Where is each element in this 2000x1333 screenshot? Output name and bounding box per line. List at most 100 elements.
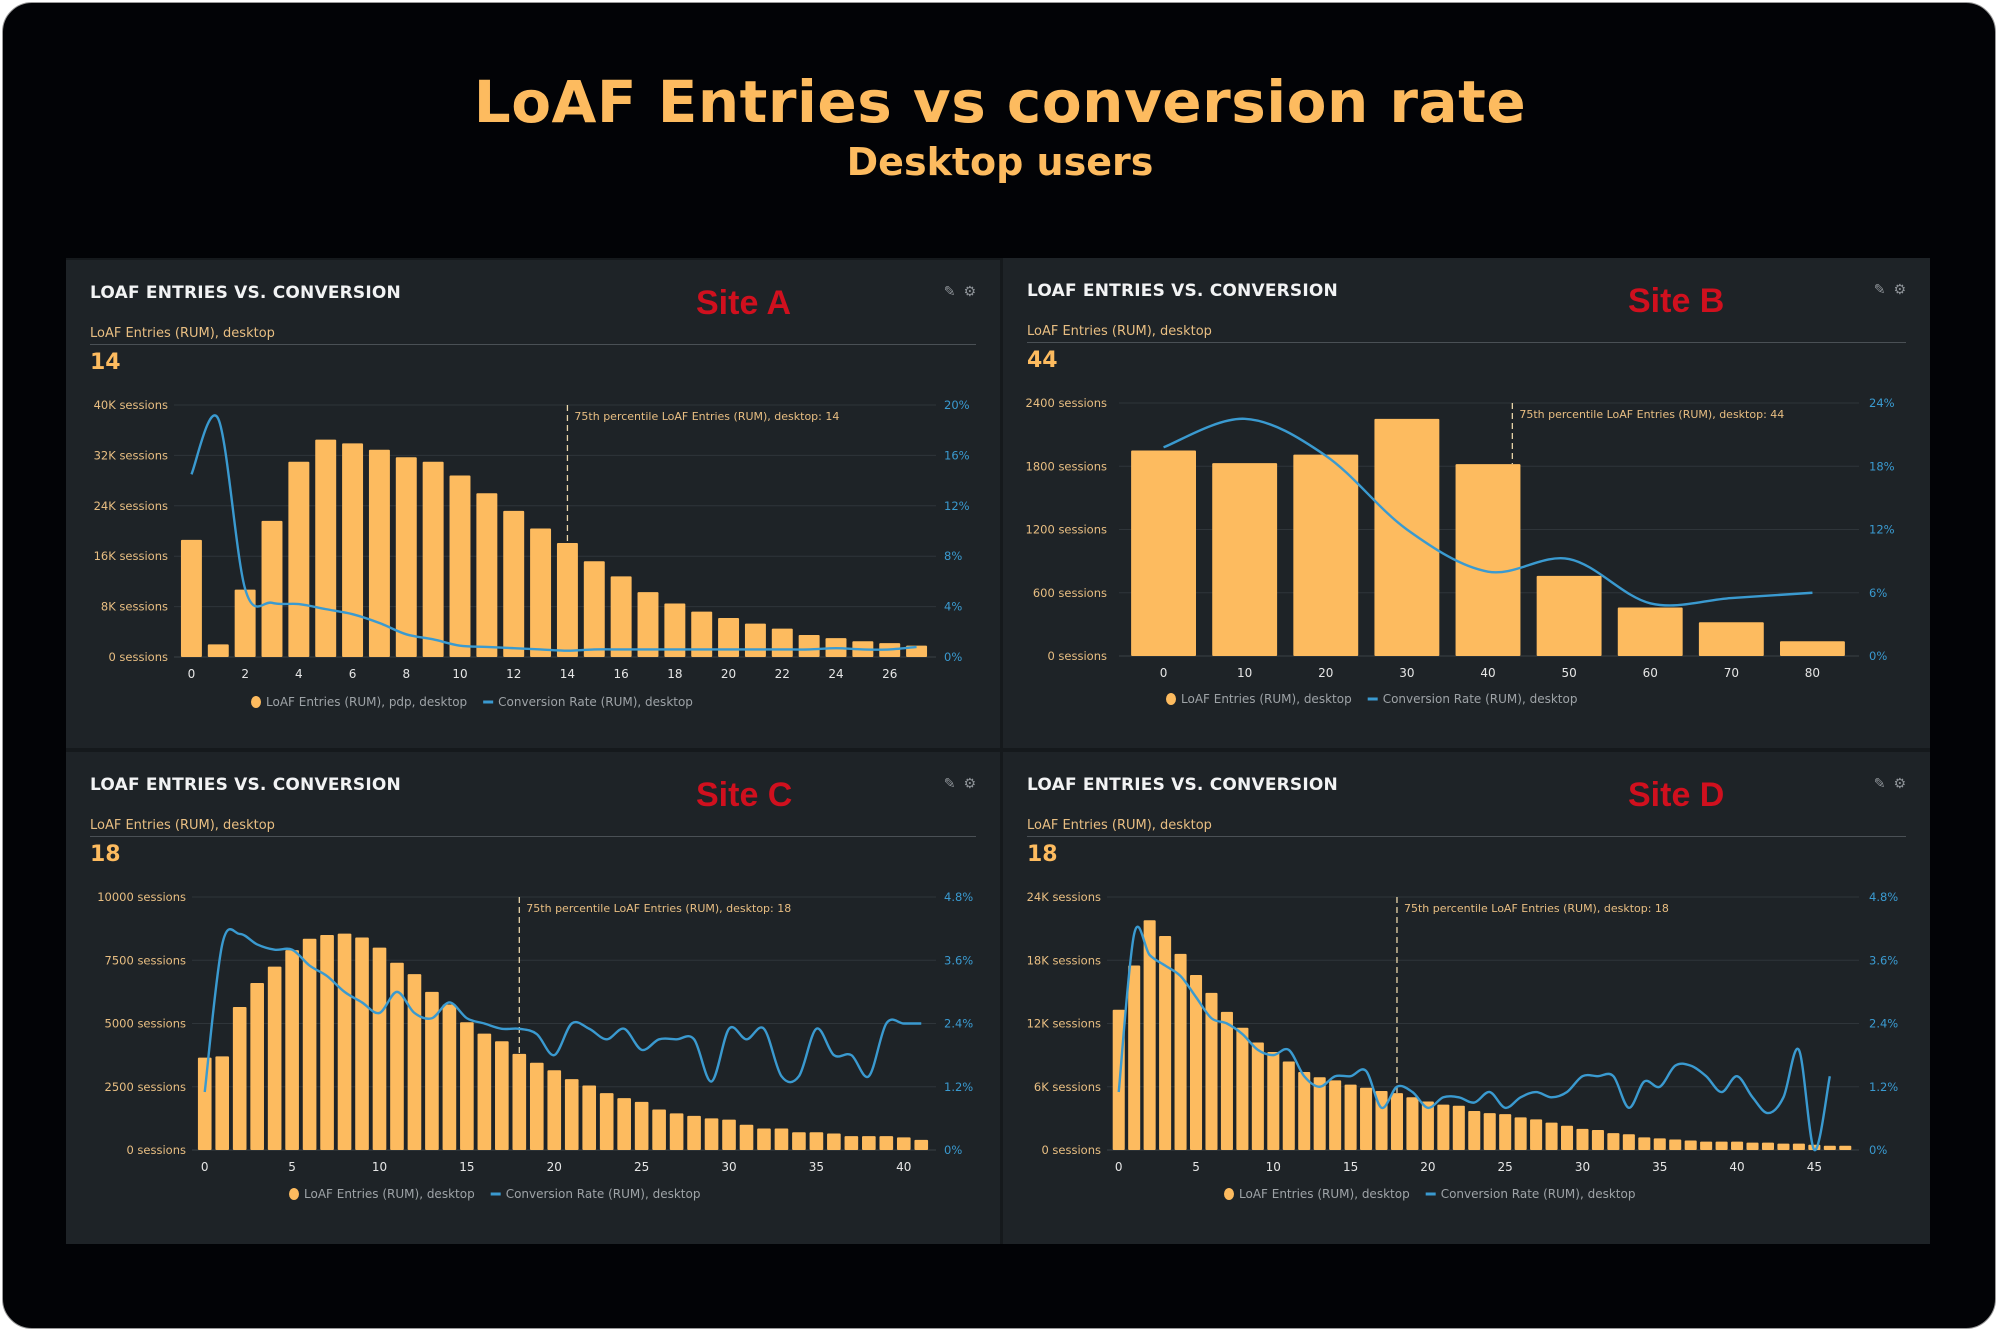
main-title: LoAF Entries vs conversion rate (473, 68, 1527, 136)
bar (261, 520, 283, 657)
bar (442, 1004, 457, 1150)
bar (250, 983, 264, 1150)
y-tick-label: 5000 sessions (105, 1017, 186, 1031)
y-tick-label: 0 sessions (1047, 649, 1107, 663)
bar (879, 1136, 894, 1150)
x-tick-label: 24 (828, 667, 843, 681)
bar (1189, 975, 1203, 1150)
pencil-icon[interactable]: ✎ (943, 284, 956, 300)
y2-tick-label: 8% (944, 549, 962, 563)
bar (232, 1007, 247, 1150)
x-tick-label: 0 (1115, 1160, 1123, 1174)
legend-bar-swatch (1224, 1188, 1234, 1200)
bar (1143, 920, 1156, 1150)
legend-line-label[interactable]: Conversion Rate (RUM), desktop (1441, 1187, 1636, 1201)
legend-line-label[interactable]: Conversion Rate (RUM), desktop (1383, 692, 1578, 706)
bar (739, 1124, 754, 1150)
legend-bar-swatch (1166, 693, 1176, 705)
conversion-rate-line (190, 414, 917, 652)
bar (1344, 1084, 1357, 1150)
legend-bar-swatch (289, 1188, 299, 1200)
bar (687, 1115, 701, 1150)
x-tick-label: 25 (634, 1160, 649, 1174)
conversion-rate-line (1163, 417, 1813, 607)
site-label: Site B (1628, 282, 1725, 320)
bar (1329, 1080, 1342, 1150)
bar (1698, 622, 1764, 656)
bar (704, 1118, 719, 1150)
bar (368, 449, 390, 657)
y2-tick-label: 0% (944, 650, 962, 664)
pencil-icon[interactable]: ✎ (1873, 776, 1886, 792)
metric-value: 18 (1027, 842, 1058, 867)
bar (1700, 1141, 1713, 1150)
bar (355, 937, 369, 1150)
x-tick-label: 5 (288, 1160, 296, 1174)
x-tick-label: 8 (402, 667, 410, 681)
bar (1607, 1133, 1620, 1150)
bar (1530, 1119, 1543, 1150)
bar (1823, 1145, 1836, 1150)
gear-icon[interactable]: ⚙ (963, 776, 976, 792)
legend-bar-label[interactable]: LoAF Entries (RUM), desktop (304, 1187, 475, 1201)
bar (771, 628, 793, 657)
bar (583, 561, 605, 657)
y2-tick-label: 24% (1869, 396, 1895, 410)
panel-site-a: LOAF ENTRIES VS. CONVERSION Site A LoAF En… (66, 260, 1000, 748)
bar (315, 439, 337, 657)
legend-bar-label[interactable]: LoAF Entries (RUM), pdp, desktop (266, 695, 467, 709)
bar (425, 991, 439, 1150)
bar (844, 1136, 859, 1150)
bar (599, 1093, 614, 1150)
y2-tick-label: 2.4% (944, 1017, 973, 1031)
bar (342, 443, 364, 657)
pencil-icon[interactable]: ✎ (943, 776, 956, 792)
bar (1780, 641, 1845, 656)
gear-icon[interactable]: ⚙ (963, 284, 976, 300)
gear-icon[interactable]: ⚙ (1893, 282, 1906, 298)
x-tick-label: 40 (1729, 1160, 1744, 1174)
bar (722, 1119, 736, 1150)
x-tick-label: 18 (667, 667, 682, 681)
bar (476, 493, 498, 657)
percentile-label: 75th percentile LoAF Entries (RUM), desk… (1519, 408, 1784, 421)
legend-line-label[interactable]: Conversion Rate (RUM), desktop (498, 695, 693, 709)
bar (1514, 1117, 1527, 1150)
x-tick-label: 0 (201, 1160, 209, 1174)
bar (798, 634, 820, 657)
bar (302, 938, 317, 1150)
bar (1499, 1114, 1512, 1150)
legend: LoAF Entries (RUM), desktop Conversion Ra… (1166, 692, 1577, 706)
y-tick-label: 2500 sessions (105, 1080, 186, 1094)
y2-tick-label: 18% (1869, 459, 1895, 473)
panel-site-b: LOAF ENTRIES VS. CONVERSION Site B LoAF En… (1003, 258, 1930, 748)
gear-icon[interactable]: ⚙ (1893, 776, 1906, 792)
y2-tick-label: 16% (944, 448, 970, 462)
bar (1220, 1011, 1233, 1150)
y2-tick-label: 3.6% (1869, 953, 1898, 967)
x-tick-label: 30 (721, 1160, 736, 1174)
y-tick-label: 8K sessions (101, 600, 168, 614)
bar (407, 974, 422, 1150)
legend-bar-label[interactable]: LoAF Entries (RUM), desktop (1239, 1187, 1410, 1201)
site-label: Site C (696, 776, 793, 814)
bar (1545, 1122, 1558, 1150)
bar (1131, 450, 1196, 656)
legend-line-label[interactable]: Conversion Rate (RUM), desktop (506, 1187, 701, 1201)
bar (564, 1079, 579, 1150)
y-tick-label: 2400 sessions (1026, 396, 1107, 410)
x-tick-label: 12 (506, 667, 521, 681)
x-tick-label: 35 (809, 1160, 824, 1174)
bar (669, 1113, 684, 1150)
pencil-icon[interactable]: ✎ (1873, 282, 1886, 298)
legend-bar-label[interactable]: LoAF Entries (RUM), desktop (1181, 692, 1352, 706)
percentile-label: 75th percentile LoAF Entries (RUM), desk… (526, 902, 791, 915)
bar (556, 542, 578, 657)
bar (827, 1133, 841, 1150)
metric-value: 44 (1027, 348, 1058, 373)
x-tick-label: 80 (1805, 666, 1820, 680)
x-tick-label: 0 (188, 667, 196, 681)
x-tick-label: 26 (882, 667, 897, 681)
dashboard-grid: LOAF ENTRIES VS. CONVERSION Site A LoAF En… (66, 258, 1930, 1244)
bar (285, 950, 299, 1150)
